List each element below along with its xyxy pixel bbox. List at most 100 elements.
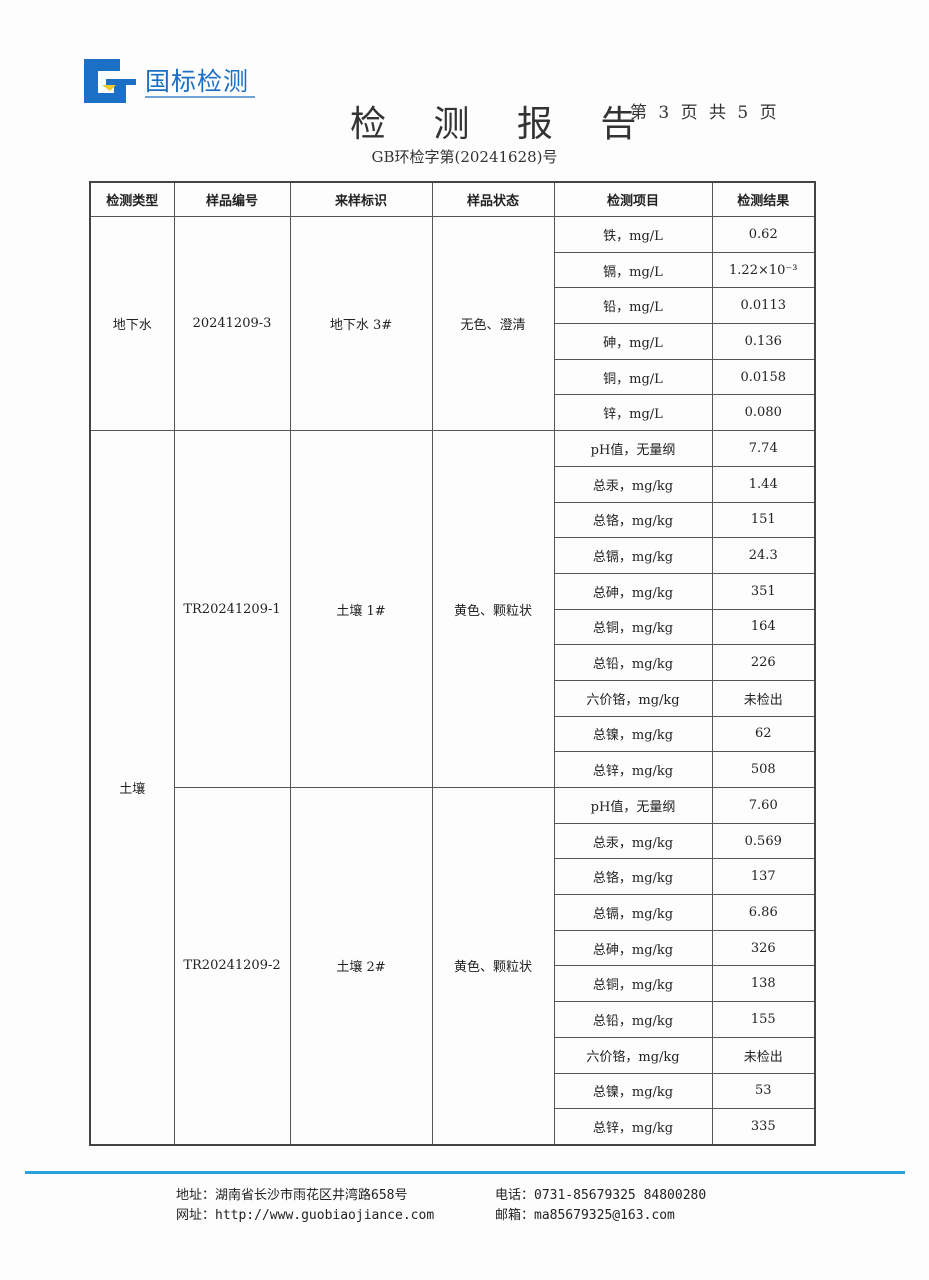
column-header: 检测类型	[89, 181, 175, 217]
test-item-cell: 总锌，mg/kg	[553, 751, 713, 788]
report-title: 检 测 报 告	[350, 104, 655, 145]
test-result-cell: 0.0113	[711, 287, 816, 325]
logo-text: 国标检测	[145, 67, 250, 96]
test-item-cell: 六价铬，mg/kg	[553, 1036, 713, 1074]
test-item-cell: 总铜，mg/kg	[553, 965, 713, 1003]
test-result-cell: 151	[711, 501, 816, 539]
sample-label-cell: 土壤 2#	[289, 786, 433, 1146]
test-result-cell: 1.44	[711, 465, 816, 503]
sample-id-cell: TR20241209-1	[173, 430, 291, 788]
table-row: 总汞，mg/kg 0.569	[90, 822, 816, 860]
test-item-cell: 六价铬，mg/kg	[553, 679, 713, 717]
test-type-cell: 土壤	[89, 430, 175, 1146]
table-row: 土壤 TR20241209-1 土壤 1# 黄色、颗粒状 pH值，无量纲 7.74	[89, 430, 816, 1146]
test-result-cell: 326	[711, 929, 816, 967]
table-row: 六价铬，mg/kg 未检出	[90, 679, 816, 717]
test-item-cell: 铁，mg/L	[553, 216, 713, 253]
test-result-cell: 508	[711, 751, 816, 788]
table-row: 总锌，mg/kg 335	[90, 1108, 816, 1146]
test-item-cell: pH值，无量纲	[553, 430, 713, 467]
test-result-cell: 226	[711, 644, 816, 681]
test-result-cell: 7.60	[711, 787, 816, 824]
sample-state-cell: 黄色、颗粒状	[431, 786, 555, 1146]
test-item-cell: 砷，mg/L	[553, 323, 713, 360]
footer-website[interactable]: 网址：http://www.guobiaojiance.com	[176, 1208, 435, 1223]
test-item-cell: 铅，mg/L	[553, 287, 713, 325]
table-row: 总铅，mg/kg 155	[90, 1001, 816, 1038]
footer-right: 电话：0731-85679325 84800280 邮箱：ma85679325@…	[495, 1186, 706, 1226]
table-row: 铜，mg/L 0.0158	[90, 358, 816, 396]
test-item-cell: 总汞，mg/kg	[553, 465, 713, 503]
table-row: 总镍，mg/kg 62	[90, 715, 816, 753]
page-info: 第 3 页 共 5 页	[630, 103, 780, 123]
footer-left: 地址：湖南省长沙市雨花区井湾路658号 网址：http://www.guobia…	[176, 1186, 434, 1226]
test-item-cell: 总汞，mg/kg	[553, 822, 713, 860]
test-item-cell: 总铬，mg/kg	[553, 858, 713, 896]
test-result-cell: 53	[711, 1072, 816, 1110]
test-result-cell: 335	[711, 1108, 816, 1146]
document-number: GB环检字第(20241628)号	[371, 148, 558, 166]
test-item-cell: 铜，mg/L	[553, 358, 713, 396]
test-result-cell: 7.74	[711, 430, 816, 467]
test-result-cell: 138	[711, 965, 816, 1003]
test-item-cell: 总铜，mg/kg	[553, 608, 713, 646]
test-item-cell: 总铅，mg/kg	[553, 644, 713, 681]
test-item-cell: 锌，mg/L	[553, 394, 713, 432]
table-row: 总镍，mg/kg 53	[90, 1072, 816, 1110]
footer-phone: 电话：0731-85679325 84800280	[495, 1188, 707, 1203]
table-row: 锌，mg/L 0.080	[90, 394, 816, 432]
test-item-cell: 镉，mg/L	[553, 251, 713, 289]
test-result-cell: 6.86	[711, 894, 816, 931]
test-result-cell: 0.569	[711, 822, 816, 860]
table-row: 总汞，mg/kg 1.44	[90, 465, 816, 503]
footer-address: 地址：湖南省长沙市雨花区井湾路658号	[176, 1188, 408, 1203]
test-result-cell: 137	[711, 858, 816, 896]
table-row: 总镉，mg/kg 24.3	[90, 537, 816, 574]
test-item-cell: 总铬，mg/kg	[553, 501, 713, 539]
table-row: 总镉，mg/kg 6.86	[90, 894, 816, 931]
test-item-cell: 总镍，mg/kg	[553, 715, 713, 753]
sample-label-cell: 土壤 1#	[289, 430, 433, 788]
sample-id-cell: TR20241209-2	[173, 786, 291, 1146]
test-item-cell: 总镉，mg/kg	[553, 537, 713, 574]
table-row: 总铬，mg/kg 137	[90, 858, 816, 896]
test-item-cell: 总砷，mg/kg	[553, 929, 713, 967]
sample-state-cell: 无色、澄清	[431, 215, 555, 432]
table-row: 总铬，mg/kg 151	[90, 501, 816, 539]
test-result-cell: 0.0158	[711, 358, 816, 396]
sample-state-cell: 黄色、颗粒状	[431, 430, 555, 788]
test-result-cell: 164	[711, 608, 816, 646]
test-result-cell: 0.080	[711, 394, 816, 432]
test-result-cell: 1.22×10⁻³	[711, 251, 816, 289]
footer-divider	[25, 1171, 905, 1174]
column-header: 检测结果	[711, 181, 816, 217]
table-row: 镉，mg/L 1.22×10⁻³	[90, 251, 816, 289]
table-row: 砷，mg/L 0.136	[90, 323, 816, 360]
results-table: 检测类型 样品编号 来样标识 样品状态 检测项目 检测结果 地下水 20241209-3 地下…	[89, 181, 816, 1146]
footer-email[interactable]: 邮箱：ma85679325@163.com	[495, 1208, 675, 1223]
test-result-cell: 未检出	[711, 679, 816, 717]
test-result-cell: 0.136	[711, 323, 816, 360]
company-logo-icon	[84, 59, 136, 103]
logo-subtitle-line	[145, 96, 255, 98]
test-result-cell: 62	[711, 715, 816, 753]
test-item-cell: 总锌，mg/kg	[553, 1108, 713, 1146]
sample-id-cell: 20241209-3	[173, 215, 291, 432]
column-header: 检测项目	[553, 181, 713, 217]
table-row: 总锌，mg/kg 508	[90, 751, 816, 788]
test-result-cell: 未检出	[711, 1036, 816, 1074]
test-result-cell: 155	[711, 1001, 816, 1038]
test-item-cell: 总镍，mg/kg	[553, 1072, 713, 1110]
table-row: 总砷，mg/kg 351	[90, 572, 816, 610]
column-header: 来样标识	[289, 181, 433, 217]
table-row: TR20241209-2 土壤 2# 黄色、颗粒状 pH值，无量纲 7.60	[90, 786, 816, 1146]
test-item-cell: 总镉，mg/kg	[553, 894, 713, 931]
test-result-cell: 351	[711, 572, 816, 610]
test-result-cell: 24.3	[711, 537, 816, 574]
table-row: 地下水 20241209-3 地下水 3# 无色、澄清 铁，mg/L 0.62	[89, 215, 816, 432]
table-row: 铅，mg/L 0.0113	[90, 287, 816, 325]
test-type-cell: 地下水	[89, 215, 175, 432]
column-header: 样品状态	[431, 181, 555, 217]
test-result-cell: 0.62	[711, 216, 816, 253]
